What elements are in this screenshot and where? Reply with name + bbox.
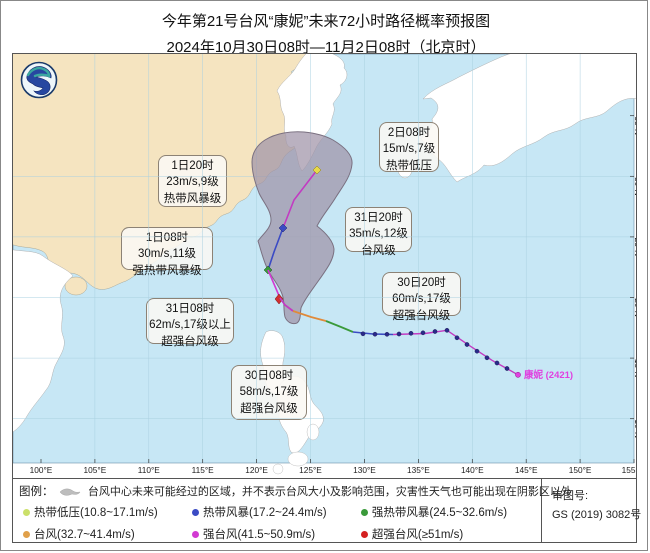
svg-text:105°E: 105°E — [84, 465, 107, 475]
svg-text:145°E: 145°E — [515, 465, 538, 475]
svg-text:130°E: 130°E — [353, 465, 376, 475]
svg-text:125°E: 125°E — [299, 465, 322, 475]
svg-text:100°E: 100°E — [30, 465, 53, 475]
svg-text:康妮 (2421): 康妮 (2421) — [523, 369, 573, 381]
svg-text:135°E: 135°E — [407, 465, 430, 475]
svg-text:20°N: 20°N — [633, 298, 637, 317]
svg-text:140°E: 140°E — [461, 465, 484, 475]
svg-text:25°N: 25°N — [633, 238, 637, 257]
svg-text:155°E: 155°E — [622, 465, 637, 475]
svg-text:120°E: 120°E — [245, 465, 268, 475]
svg-text:150°E: 150°E — [569, 465, 592, 475]
svg-text:110°E: 110°E — [138, 465, 161, 475]
svg-text:10°N: 10°N — [633, 419, 637, 438]
svg-text:15°N: 15°N — [633, 359, 637, 378]
svg-text:115°E: 115°E — [192, 465, 215, 475]
svg-text:30°N: 30°N — [633, 177, 637, 196]
svg-text:35°N: 35°N — [633, 116, 637, 135]
